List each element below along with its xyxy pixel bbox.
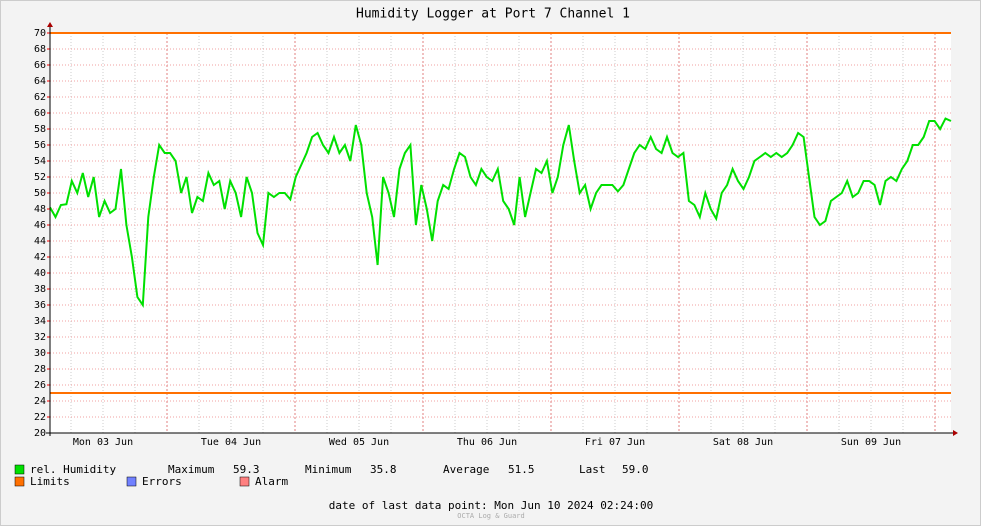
legend-label: Errors [142, 475, 182, 488]
x-tick-label: Thu 06 Jun [457, 437, 517, 448]
y-tick-label: 26 [34, 380, 46, 391]
stat-value: 35.8 [370, 463, 397, 476]
y-tick-label: 54 [34, 156, 46, 167]
y-tick-label: 32 [34, 332, 46, 343]
y-tick-label: 48 [34, 204, 46, 215]
legend-label: Alarm [255, 475, 288, 488]
y-tick-label: 22 [34, 412, 46, 423]
stat-label: Maximum [168, 463, 215, 476]
y-arrow [47, 22, 53, 27]
y-tick-label: 70 [34, 28, 46, 39]
y-tick-label: 62 [34, 92, 46, 103]
chart-title: Humidity Logger at Port 7 Channel 1 [356, 7, 630, 22]
y-tick-label: 58 [34, 124, 46, 135]
stat-value: 59.3 [233, 463, 260, 476]
stat-value: 59.0 [622, 463, 649, 476]
y-tick-label: 64 [34, 76, 46, 87]
y-tick-label: 46 [34, 220, 46, 231]
y-tick-label: 40 [34, 268, 46, 279]
y-tick-label: 28 [34, 364, 46, 375]
stat-label: Average [443, 463, 489, 476]
y-tick-label: 60 [34, 108, 46, 119]
y-tick-label: 68 [34, 44, 46, 55]
footer: date of last data point: Mon Jun 10 2024… [329, 499, 654, 512]
plot-area [50, 33, 951, 433]
legend-label: rel. Humidity [30, 463, 116, 476]
y-tick-label: 20 [34, 428, 46, 439]
x-tick-label: Fri 07 Jun [585, 437, 645, 448]
stat-label: Minimum [305, 463, 352, 476]
watermark: OCTA Log & Guard [457, 512, 524, 520]
y-tick-label: 50 [34, 188, 46, 199]
legend-label: Limits [30, 475, 70, 488]
y-tick-label: 34 [34, 316, 46, 327]
legend-swatch [14, 464, 25, 475]
y-tick-label: 36 [34, 300, 46, 311]
y-tick-label: 30 [34, 348, 46, 359]
x-tick-label: Sat 08 Jun [713, 437, 773, 448]
stat-value: 51.5 [508, 463, 535, 476]
x-tick-label: Wed 05 Jun [329, 437, 389, 448]
legend-swatch [126, 476, 137, 487]
data-line [49, 117, 952, 308]
y-tick-label: 38 [34, 284, 46, 295]
legend-swatch [14, 476, 25, 487]
x-tick-label: Mon 03 Jun [73, 437, 133, 448]
legend-swatch [239, 476, 250, 487]
y-tick-label: 44 [34, 236, 46, 247]
x-arrow [953, 430, 958, 436]
x-tick-label: Tue 04 Jun [201, 437, 261, 448]
y-tick-label: 66 [34, 60, 46, 71]
y-tick-label: 52 [34, 172, 46, 183]
y-tick-label: 24 [34, 396, 46, 407]
stat-label: Last [579, 463, 606, 476]
x-tick-label: Sun 09 Jun [841, 437, 901, 448]
y-tick-label: 42 [34, 252, 46, 263]
y-tick-label: 56 [34, 140, 46, 151]
